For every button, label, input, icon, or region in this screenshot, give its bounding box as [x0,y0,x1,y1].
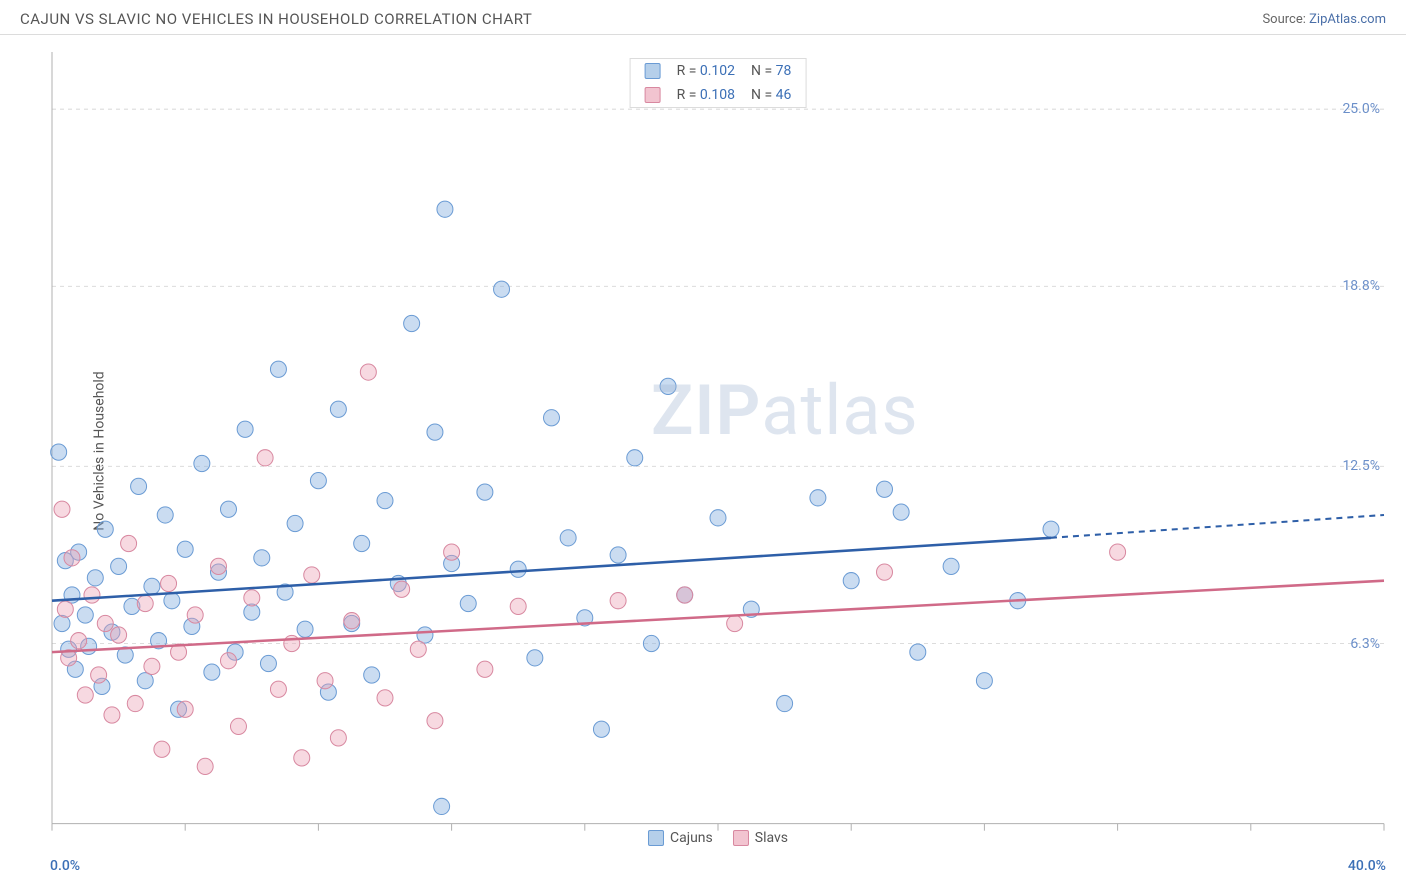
legend-series: Cajuns Slavs [648,830,788,846]
chart-title: CAJUN VS SLAVIC NO VEHICLES IN HOUSEHOLD… [20,10,532,28]
legend-stat-row: R = 0.102 N = 78 [631,59,806,83]
scatter-plot [50,50,1386,852]
source-attribution: Source: ZipAtlas.com [1262,12,1386,27]
source-link[interactable]: ZipAtlas.com [1309,12,1386,27]
legend-item: Cajuns [648,830,713,846]
y-gridline-label: 25.0% [1342,101,1380,117]
legend-stat-row: R = 0.108 N = 46 [631,83,806,107]
y-gridline-label: 6.3% [1350,636,1380,652]
legend-item: Slavs [733,830,788,846]
x-axis-max: 40.0% [1348,858,1386,874]
chart-area: No Vehicles in Household ZIPatlas R = 0.… [50,50,1386,852]
y-gridline-label: 18.8% [1342,278,1380,294]
x-axis-min: 0.0% [50,858,80,874]
legend-stats: R = 0.102 N = 78 R = 0.108 N = 46 [630,58,807,108]
y-gridline-label: 12.5% [1342,458,1380,474]
